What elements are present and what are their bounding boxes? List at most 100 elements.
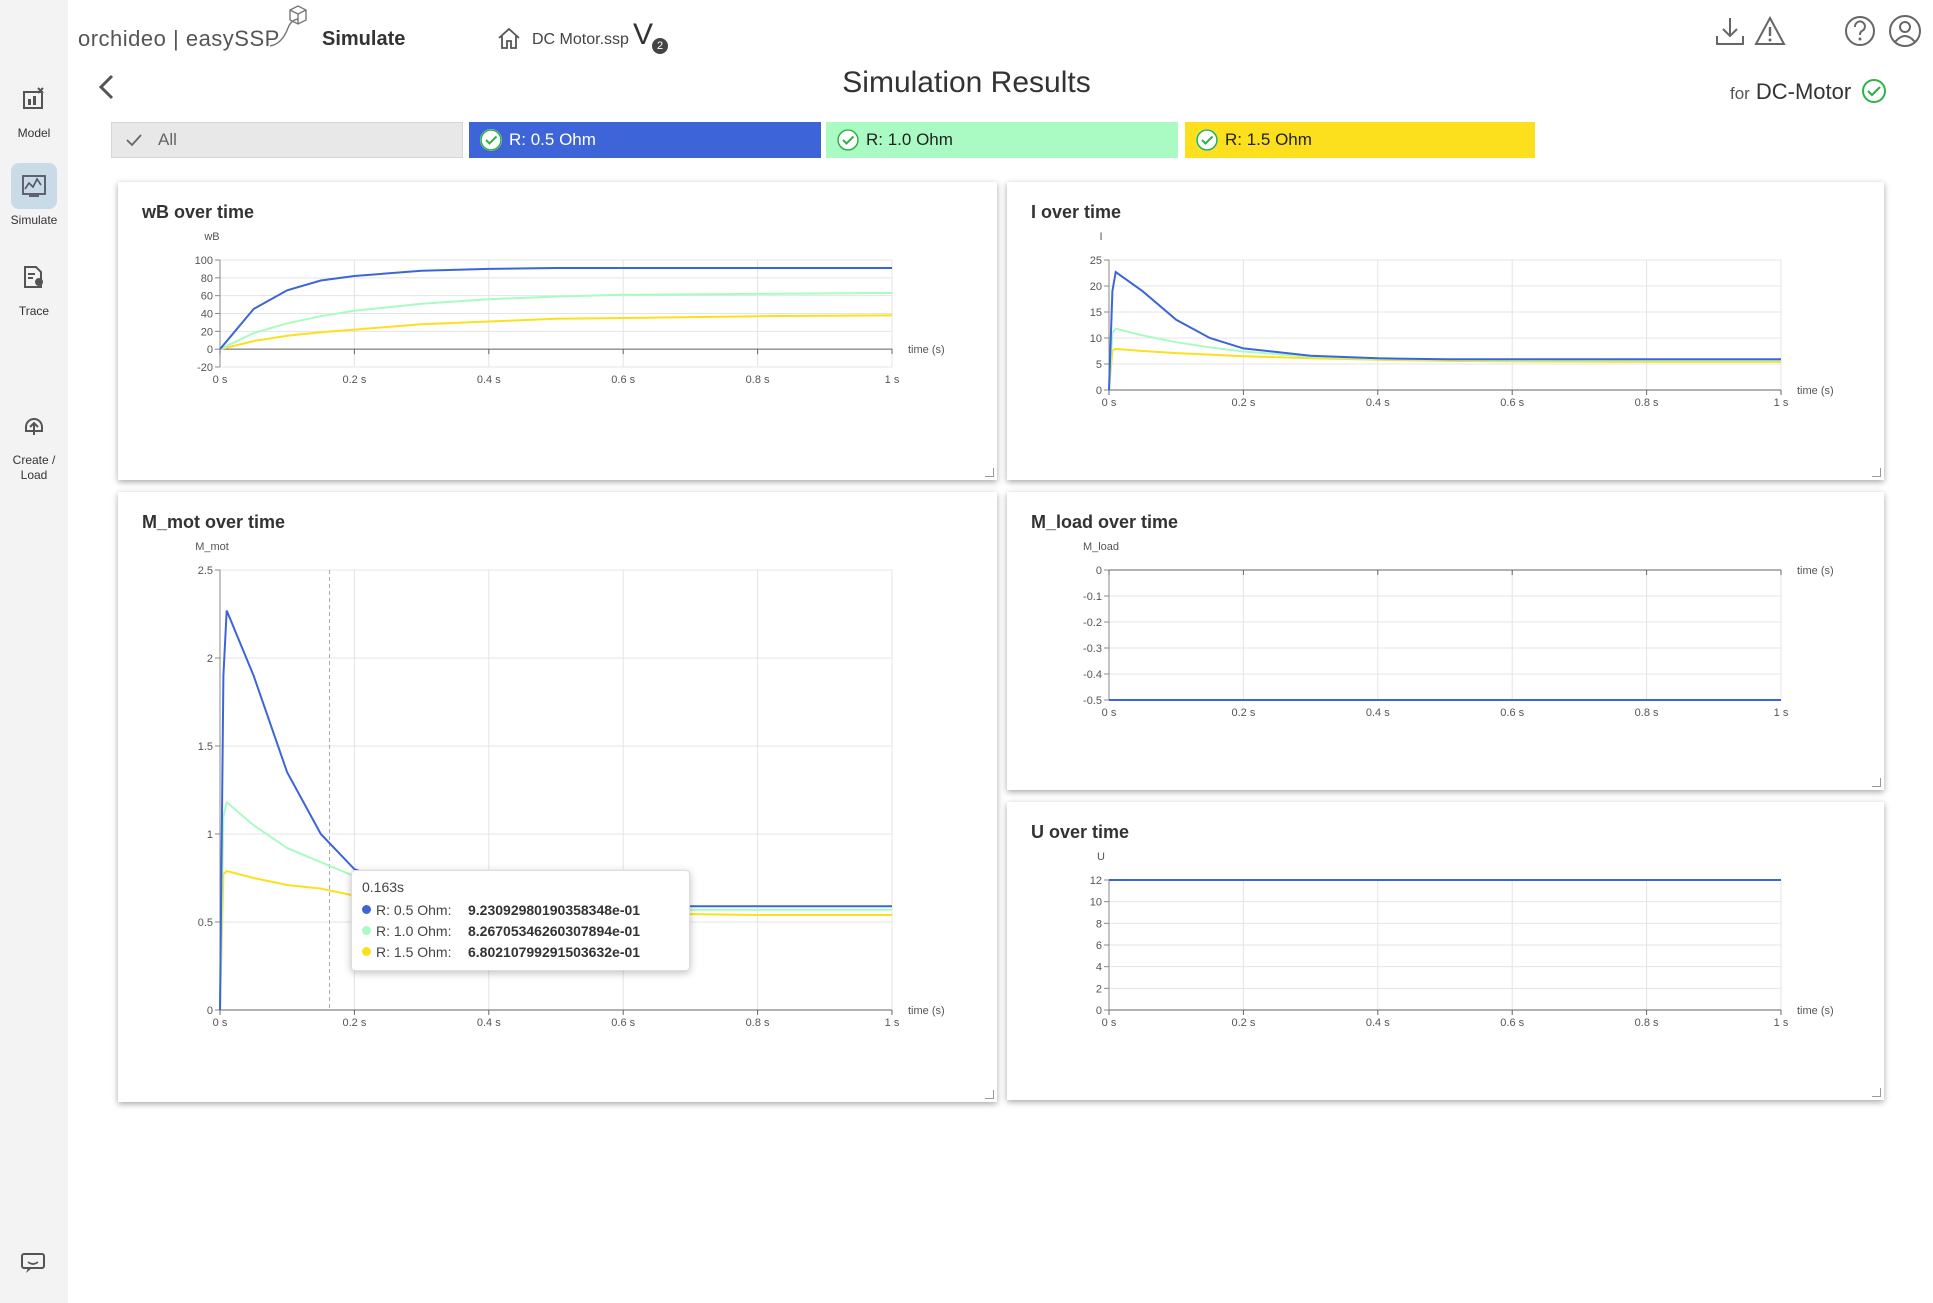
y-tick-label: 80 (201, 273, 213, 285)
check-circle-icon (479, 128, 503, 152)
y-tick-label: 100 (195, 255, 213, 267)
brand-logo: orchideo | easySSP (78, 26, 280, 51)
x-axis-label: time (s) (908, 344, 945, 356)
chart-wb[interactable]: -20 0 20 40 60 80 100 wB 0 s 0.2 s 0.4 s 0.6 s 0.8 s… (118, 182, 997, 480)
y-tick-label: -0.2 (1083, 617, 1102, 629)
filter-chip-r10[interactable]: R: 1.0 Ohm (826, 122, 1178, 158)
checkmark-icon (122, 128, 146, 152)
download-icon[interactable] (1713, 14, 1747, 48)
x-tick-label: 0.6 s (611, 1017, 635, 1029)
tooltip-series-name: R: 1.0 Ohm: (376, 922, 452, 939)
warning-icon[interactable] (1753, 14, 1787, 48)
x-tick-label: 0.4 s (477, 374, 501, 386)
resize-handle[interactable] (1872, 1088, 1881, 1097)
x-tick-label: 0.8 s (1635, 397, 1659, 409)
y-tick-label: 0 (1096, 1005, 1102, 1017)
y-axis-label: M_load (1083, 541, 1119, 553)
series-line (219, 292, 893, 351)
y-tick-label: 0 (1096, 385, 1102, 397)
chart-panel-m-load: M_load over time 0 -0.1 -0.2 -0.3 -0.4 -0.5 M_… (1007, 492, 1884, 790)
x-tick-label: 0.4 s (477, 1017, 501, 1029)
filter-chip-r05[interactable]: R: 0.5 Ohm (469, 122, 821, 158)
x-axis-label: time (s) (908, 1005, 945, 1017)
y-axis-label: wB (203, 231, 219, 243)
tooltip-row: R: 1.0 Ohm: 8.26705346260307894e-01 (362, 920, 679, 941)
x-tick-label: 0 s (1102, 707, 1117, 719)
y-tick-label: -0.3 (1083, 643, 1102, 655)
tooltip-time: 0.163s (362, 879, 405, 895)
tooltip-series-name: R: 1.5 Ohm: (376, 943, 452, 960)
series-line (219, 267, 892, 350)
y-tick-label: 2.5 (198, 565, 213, 577)
file-name[interactable]: DC Motor.ssp (532, 31, 629, 48)
chart-panel-u: U over time 0 2 4 6 8 10 12 U 0 s 0.2 s 0.4 s 0.6 s… (1007, 802, 1884, 1100)
sidebar-item-model[interactable]: Model (0, 76, 68, 141)
home-icon[interactable] (496, 26, 522, 50)
x-tick-label: 1 s (1774, 397, 1789, 409)
back-button[interactable] (92, 70, 122, 104)
y-tick-label: 0 (1096, 565, 1102, 577)
sidebar-item-simulate[interactable]: Simulate (0, 163, 68, 228)
y-tick-label: 2 (1096, 983, 1102, 995)
chart-i[interactable]: 0 5 10 15 20 25 I 0 s 0.2 s 0.4 s 0.6 s 0.8 s 1 s tim… (1007, 182, 1884, 480)
x-tick-label: 0 s (1102, 397, 1117, 409)
x-tick-label: 0.8 s (1635, 707, 1659, 719)
resize-handle[interactable] (985, 1090, 994, 1099)
filter-chip-label: R: 1.5 Ohm (1225, 130, 1312, 149)
resize-handle[interactable] (1872, 468, 1881, 477)
simulate-icon (11, 163, 57, 209)
resize-handle[interactable] (985, 468, 994, 477)
sidebar-item-label: Simulate (10, 213, 58, 227)
feedback-icon[interactable] (20, 1252, 46, 1274)
filter-chip-r15[interactable]: R: 1.5 Ohm (1185, 122, 1535, 158)
chart-panel-m-mot: M_mot over time 0 0.5 1 1.5 2 2.5 M_mot 0 s 0.2 … (118, 492, 997, 1102)
y-tick-label: -0.5 (1083, 695, 1102, 707)
y-tick-label: 20 (201, 326, 213, 338)
help-icon[interactable] (1843, 14, 1877, 48)
chart-panel-i: I over time 0 5 10 15 20 25 I 0 s 0.2 s 0.4 s 0.6 … (1007, 182, 1884, 480)
sidebar-item-trace[interactable]: Trace (0, 254, 68, 319)
series-line (1108, 270, 1781, 391)
y-tick-label: 25 (1090, 255, 1102, 267)
y-tick-label: -0.1 (1083, 591, 1102, 603)
y-axis-label: U (1097, 851, 1105, 863)
model-indicator: for DC-Motor (1730, 78, 1887, 105)
x-tick-label: 0.6 s (1500, 707, 1524, 719)
resize-handle[interactable] (1872, 778, 1881, 787)
app-header: orchideo | easySSP Simulate DC Motor.ssp… (68, 0, 1933, 70)
chart-m-mot[interactable]: 0 0.5 1 1.5 2 2.5 M_mot 0 s 0.2 s 0.4 s 0.6 s 0.8 s… (118, 492, 997, 1102)
chart-u[interactable]: 0 2 4 6 8 10 12 U 0 s 0.2 s 0.4 s 0.6 s 0.8 s 1 s time… (1007, 802, 1884, 1100)
x-tick-label: 0.4 s (1366, 397, 1390, 409)
series-line (1108, 327, 1781, 391)
series-dot (362, 947, 371, 956)
x-tick-label: 0 s (1102, 1017, 1117, 1029)
user-icon[interactable] (1888, 14, 1922, 48)
sidebar-item-label: Model (17, 126, 51, 140)
x-tick-label: 0.8 s (746, 374, 770, 386)
x-axis-label: time (s) (1797, 1005, 1834, 1017)
y-tick-label: 10 (1090, 333, 1102, 345)
chart-title: I over time (1031, 202, 1122, 222)
sidebar-item-create-load[interactable]: Create / Load (0, 403, 68, 483)
y-tick-label: 5 (1096, 359, 1102, 371)
series-line (219, 314, 893, 351)
y-tick-label: 12 (1090, 875, 1102, 887)
x-tick-label: 1 s (885, 1017, 900, 1029)
filter-chip-all[interactable]: All (111, 122, 463, 158)
left-sidebar: Model Simulate Trace Create / Load (0, 0, 68, 1303)
x-tick-label: 0.8 s (746, 1017, 770, 1029)
x-axis-label: time (s) (1797, 385, 1834, 397)
filter-chip-label: R: 0.5 Ohm (509, 130, 596, 149)
chart-m-load[interactable]: 0 -0.1 -0.2 -0.3 -0.4 -0.5 M_load 0 s 0.2 s 0.4 s… (1007, 492, 1884, 790)
y-tick-label: 20 (1090, 281, 1102, 293)
tooltip-series-value: 8.26705346260307894e-01 (468, 922, 641, 939)
chart-panel-wb: wB over time -20 0 20 40 60 80 100 wB 0 s 0.2 s 0.… (118, 182, 997, 480)
tooltip-row: R: 0.5 Ohm: 9.23092980190358348e-01 (362, 899, 679, 920)
x-tick-label: 1 s (885, 374, 900, 386)
page-title: Simulation Results (842, 66, 1091, 99)
series-line (1108, 347, 1781, 391)
brand-cube-icon (269, 5, 307, 47)
y-tick-label: 15 (1090, 307, 1102, 319)
y-tick-label: 6 (1096, 940, 1102, 952)
for-prefix: for (1730, 84, 1750, 103)
